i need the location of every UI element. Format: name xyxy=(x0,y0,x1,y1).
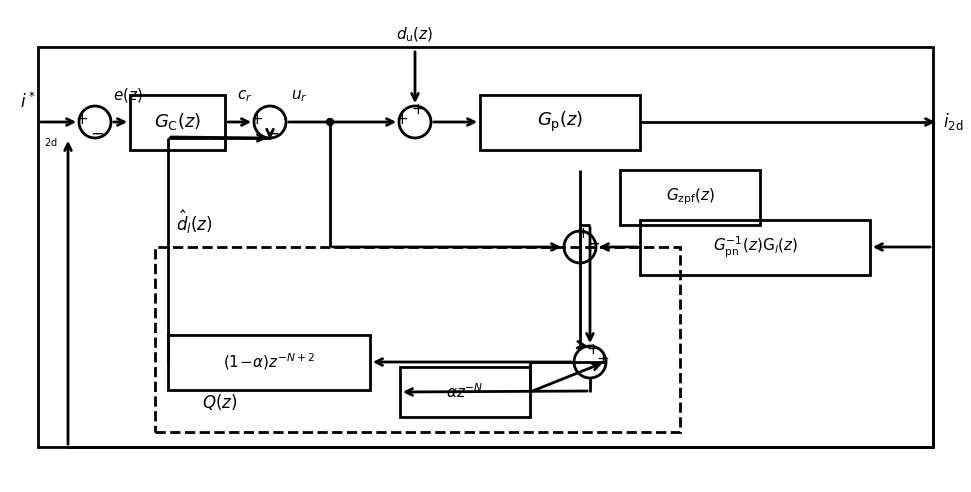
Bar xyxy=(400,367,530,417)
Text: $i^*$: $i^*$ xyxy=(20,92,36,112)
Bar xyxy=(480,94,640,150)
Text: $d_{\rm u}(z)$: $d_{\rm u}(z)$ xyxy=(396,26,434,44)
Circle shape xyxy=(326,119,333,125)
Text: $G_{\rm C}(z)$: $G_{\rm C}(z)$ xyxy=(154,112,201,132)
Text: $(1\!-\!\alpha)z^{-N+2}$: $(1\!-\!\alpha)z^{-N+2}$ xyxy=(223,352,315,372)
Text: $e(z)$: $e(z)$ xyxy=(113,86,143,104)
Text: $\hat{d}_l(z)$: $\hat{d}_l(z)$ xyxy=(176,208,213,236)
Text: +: + xyxy=(586,341,599,357)
Bar xyxy=(38,47,933,447)
Text: $_{\rm 2d}$: $_{\rm 2d}$ xyxy=(44,135,57,149)
Text: +: + xyxy=(412,101,424,117)
Text: $G_{\rm zpf}(z)$: $G_{\rm zpf}(z)$ xyxy=(665,186,715,207)
Text: $\alpha z^{-N}$: $\alpha z^{-N}$ xyxy=(447,383,484,401)
Text: −: − xyxy=(586,235,600,253)
Bar xyxy=(168,335,370,390)
Bar xyxy=(130,94,225,150)
Text: +: + xyxy=(395,112,409,126)
Bar xyxy=(620,170,760,224)
Bar xyxy=(640,219,870,275)
Text: +: + xyxy=(251,112,263,126)
Text: +: + xyxy=(596,351,610,367)
Text: $G^{-1}_{\rm pn}(z){\rm G}_l(z)$: $G^{-1}_{\rm pn}(z){\rm G}_l(z)$ xyxy=(713,235,797,260)
Text: $c_r$: $c_r$ xyxy=(237,88,252,104)
Bar xyxy=(155,247,680,432)
Text: $u_r$: $u_r$ xyxy=(291,88,308,104)
Text: +: + xyxy=(76,112,88,126)
Text: $G_{\rm p}(z)$: $G_{\rm p}(z)$ xyxy=(537,110,584,134)
Text: +: + xyxy=(577,226,589,242)
Text: $i_{\rm 2d}$: $i_{\rm 2d}$ xyxy=(943,112,963,132)
Text: $Q(z)$: $Q(z)$ xyxy=(202,392,238,412)
Text: −: − xyxy=(90,125,104,143)
Text: −: − xyxy=(265,125,279,143)
